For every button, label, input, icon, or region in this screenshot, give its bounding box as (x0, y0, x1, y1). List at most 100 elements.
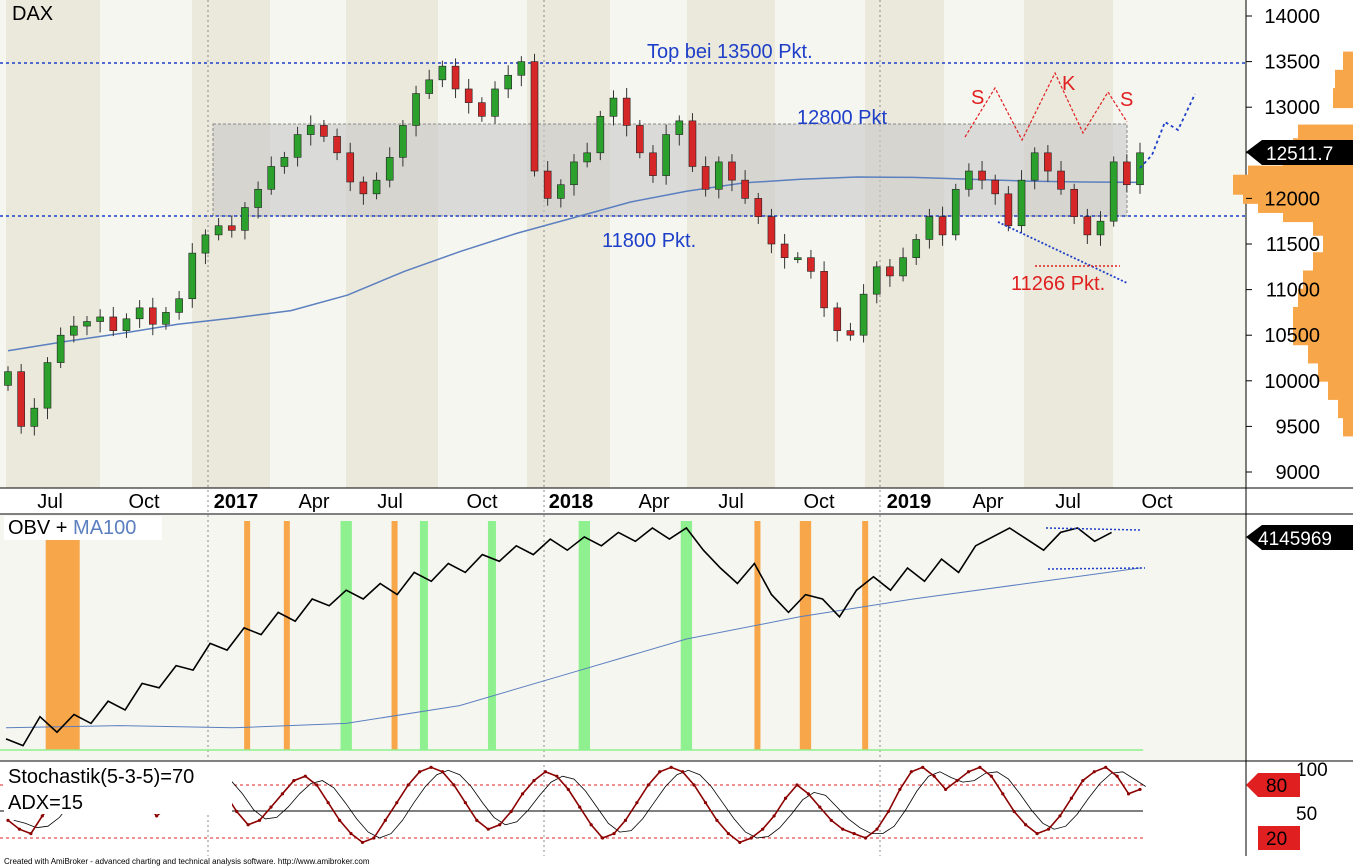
stoch-point (1035, 831, 1039, 836)
price-tick-label: 9500 (1276, 416, 1321, 438)
price-tick-label: 11000 (1266, 280, 1320, 302)
candle-up (1109, 161, 1118, 222)
range-box (212, 123, 1128, 217)
stoch-point (269, 805, 273, 809)
stoch-point (509, 809, 513, 814)
candle-up (162, 312, 170, 325)
volume-profile-bar (1303, 270, 1353, 291)
stoch-point (315, 783, 319, 787)
month-shading (6, 0, 1113, 488)
stoch-point (818, 805, 822, 809)
stoch-80-label: 80 (1266, 776, 1287, 797)
obv-orange-band (283, 521, 290, 750)
left-shoulder-label: S (971, 87, 984, 109)
stoch-point (475, 818, 479, 822)
stoch-point (406, 783, 410, 787)
obv-line (5, 526, 1112, 747)
candle-up (83, 321, 91, 327)
last-price-tag (1246, 140, 1353, 165)
candle-up (965, 170, 973, 190)
candle-down (148, 307, 157, 325)
stoch-point (440, 770, 445, 774)
stoch-point (498, 823, 502, 827)
obv-orange-band (862, 521, 869, 750)
stoch-point (1081, 778, 1085, 783)
stoch-point (1058, 814, 1062, 818)
low-label: 11266 Pkt. (1011, 273, 1105, 295)
price-tick-label: 13500 (1264, 52, 1320, 74)
stoch-point (600, 836, 605, 840)
candle-up (96, 316, 104, 322)
candle-up (609, 97, 618, 117)
stoch-point (6, 818, 10, 822)
candle-down (1004, 193, 1013, 227)
stoch-point (326, 801, 330, 805)
stoch-title: Stochastik(5-3-5)=70 (8, 766, 194, 788)
candle-up (675, 120, 684, 135)
stoch-point (738, 840, 742, 845)
head-shoulders-pattern (964, 71, 1128, 142)
stoch-point (703, 801, 708, 805)
stoch-point (1126, 792, 1131, 796)
volume-profile-bar (1323, 234, 1353, 254)
candle-down (833, 307, 842, 331)
stoch-point (395, 801, 399, 805)
candle-down (991, 179, 1000, 195)
candle-down (622, 97, 631, 126)
volume-profile-bar (1313, 252, 1353, 273)
candle-down (1123, 161, 1131, 186)
price-tick-label: 12000 (1264, 188, 1320, 210)
stoch-point (715, 818, 719, 822)
stoch-point (829, 818, 833, 822)
obv-orange-band (45, 521, 80, 750)
obv-green-band (419, 521, 428, 750)
candle-down (780, 243, 789, 258)
head-label: K (1062, 73, 1076, 95)
volume-profile-bar (1318, 361, 1353, 382)
adx-title: ADX=15 (8, 792, 83, 814)
month-band (865, 0, 944, 488)
volume-profile-bar (1333, 88, 1353, 109)
stoch-point (749, 836, 753, 840)
date-tick-label: Apr (638, 491, 669, 513)
candle-down (701, 166, 710, 190)
volume-profile-bar (1338, 398, 1353, 419)
obv-title-bg (4, 516, 162, 540)
candle-up (135, 307, 144, 320)
candle-up (188, 252, 197, 300)
obv-green-band (578, 521, 591, 750)
candle-down (1070, 188, 1078, 217)
stoch-point (1069, 796, 1073, 800)
stoch-title-bg (4, 764, 232, 814)
candle-up (254, 188, 262, 208)
candle-up (425, 79, 434, 94)
candle-up (214, 225, 223, 236)
stoch-point (932, 774, 936, 778)
obv-orange-band (391, 521, 398, 750)
stoch-point (635, 801, 639, 805)
month-band (687, 0, 775, 488)
stoch-point (1024, 823, 1028, 827)
stoch-point (841, 827, 845, 831)
price-tick-label: 11500 (1266, 234, 1320, 256)
candle-up (306, 125, 315, 135)
obv-ma100-line (5, 567, 1141, 729)
obv-orange-band (799, 521, 812, 750)
date-tick-label: Jul (1055, 491, 1081, 513)
candle-up (596, 116, 605, 154)
price-tick-label: 10500 (1264, 325, 1320, 347)
stoch-point (520, 792, 525, 796)
candle-down (846, 330, 855, 336)
stoch-point (257, 818, 262, 822)
date-tick-label: 2019 (887, 491, 932, 513)
stoch-80-tag (1246, 773, 1300, 797)
last-price-value: 12511.7 (1266, 144, 1333, 165)
candle-up (714, 161, 723, 190)
volume-profile-bar (1313, 215, 1353, 236)
volume-profile-bar (1343, 51, 1353, 72)
stoch-point (761, 827, 765, 831)
obv-signal-bands (45, 521, 869, 750)
stoch-point (806, 792, 811, 796)
box-top-label: 12800 Pkt (797, 107, 888, 129)
